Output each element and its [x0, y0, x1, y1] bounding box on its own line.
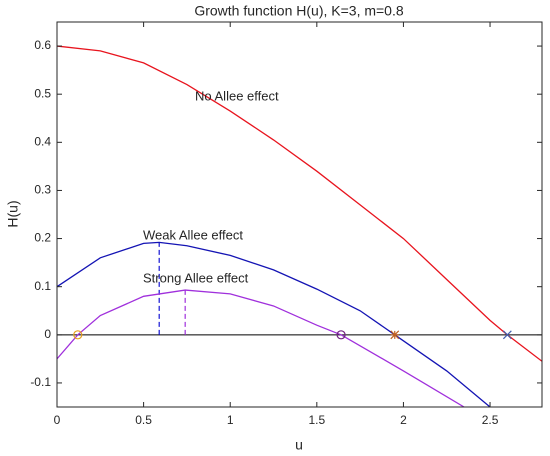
y-tick-label: 0.3	[34, 183, 51, 197]
series-line	[57, 45, 542, 362]
x-tick-label: 1	[227, 413, 234, 427]
x-tick-label: 1.5	[308, 413, 325, 427]
y-tick-label: 0.6	[34, 38, 51, 52]
series-label: Weak Allee effect	[143, 227, 243, 242]
series-line	[57, 241, 491, 407]
x-tick-label: 2.5	[482, 413, 499, 427]
y-tick-label: 0.1	[34, 279, 51, 293]
series-line	[57, 289, 465, 407]
y-tick-label: 0.4	[34, 134, 51, 148]
y-tick-label: 0.2	[34, 231, 51, 245]
series-label: Strong Allee effect	[143, 270, 249, 285]
y-tick-label: 0	[44, 327, 51, 341]
y-axis-label: H(u)	[5, 200, 21, 227]
x-tick-label: 0.5	[135, 413, 152, 427]
axes-box	[56, 21, 543, 408]
plot-area	[57, 45, 542, 407]
point-marker	[73, 330, 83, 340]
y-tick-label: -0.1	[30, 375, 51, 389]
y-tick-label: 0.5	[34, 86, 51, 100]
chart-title: Growth function H(u), K=3, m=0.8	[194, 3, 404, 19]
point-marker	[336, 330, 346, 340]
point-marker	[390, 330, 400, 340]
x-tick-label: 0	[54, 413, 61, 427]
x-tick-label: 2	[400, 413, 407, 427]
x-axis-label: u	[295, 437, 303, 453]
series-label: No Allee effect	[195, 88, 279, 103]
point-marker	[502, 330, 512, 340]
